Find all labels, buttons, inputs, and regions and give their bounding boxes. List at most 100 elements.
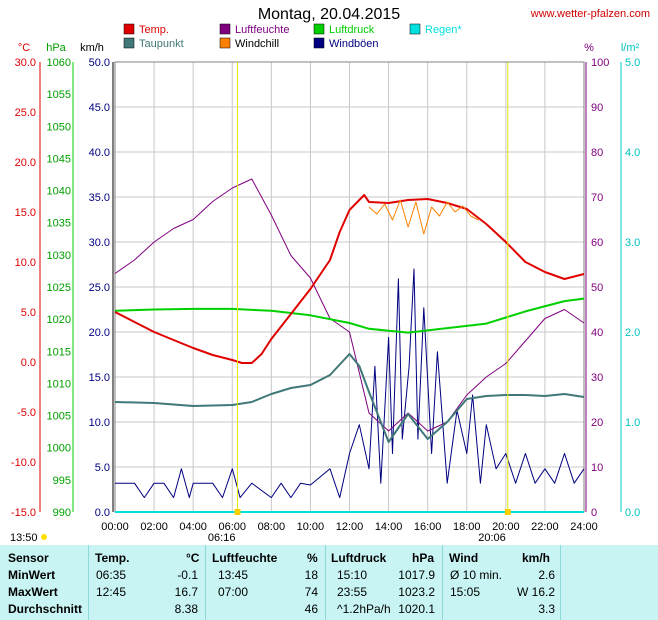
- time-tick-label: 24:00: [570, 521, 598, 533]
- humidity-tick-label: 60: [591, 237, 603, 249]
- humidity-tick-label: 80: [591, 147, 603, 159]
- table-cell-t-val: 8.38: [174, 602, 198, 616]
- pressure-tick-label: 1020: [47, 314, 71, 326]
- pressure-tick-label: 1050: [47, 121, 71, 133]
- pressure-tick-label: 1030: [47, 250, 71, 262]
- rain-tick-label: 0.0: [625, 507, 640, 519]
- time-tick-label: 16:00: [414, 521, 442, 533]
- pressure-tick-label: 1055: [47, 89, 71, 101]
- legend-label: Taupunkt: [139, 38, 184, 50]
- humidity-tick-label: 10: [591, 462, 603, 474]
- moon-icon: [41, 534, 47, 540]
- legend-swatch: [123, 37, 135, 49]
- table-cell-w-val: 2.6: [538, 568, 555, 582]
- pressure-tick-label: 1045: [47, 153, 71, 165]
- pressure-tick-label: 1060: [47, 57, 71, 69]
- table-divider: [88, 545, 89, 620]
- temp-tick-label: 0.0: [21, 357, 36, 369]
- header-sensor: Sensor: [8, 551, 49, 565]
- pressure-tick-label: 1040: [47, 186, 71, 198]
- table-cell-h-val: 74: [304, 585, 318, 599]
- time-tick-label: 04:00: [179, 521, 207, 533]
- rain-tick-label: 5.0: [625, 57, 640, 69]
- legend-label: Regen*: [425, 24, 462, 36]
- time-tick-label: 20:00: [492, 521, 520, 533]
- rain-tick-label: 1.0: [625, 417, 640, 429]
- temp-tick-label: -5.0: [17, 407, 36, 419]
- temp-tick-label: 15.0: [15, 207, 36, 219]
- temp-tick-label: 10.0: [15, 257, 36, 269]
- humidity-tick-label: 70: [591, 192, 603, 204]
- humidity-tick-label: 90: [591, 102, 603, 114]
- time-tick-label: 00:00: [101, 521, 129, 533]
- header-pressure: Luftdruck: [331, 551, 387, 565]
- sunrise-marker: [234, 509, 241, 515]
- time-tick-label: 14:00: [375, 521, 403, 533]
- rain-tick-label: 4.0: [625, 147, 640, 159]
- table-cell-t-val: -0.1: [177, 568, 198, 582]
- legend-label: Luftfeuchte: [235, 24, 289, 36]
- time-tick-label: 12:00: [336, 521, 364, 533]
- table-cell-p-time: 15:10: [337, 568, 368, 582]
- rain-tick-label: 2.0: [625, 327, 640, 339]
- sunset-marker: [504, 509, 511, 515]
- time-tick-label: 18:00: [453, 521, 481, 533]
- time-tick-label: 08:00: [258, 521, 286, 533]
- header-pressure-unit: hPa: [412, 551, 435, 565]
- humidity-tick-label: 50: [591, 282, 603, 294]
- pressure-tick-label: 1000: [47, 443, 71, 455]
- time-tick-label: 02:00: [140, 521, 168, 533]
- header-temp: Temp.: [95, 551, 130, 565]
- series-line: [114, 178, 585, 432]
- series-line: [115, 268, 585, 499]
- table-cell-label: MaxWert: [8, 585, 58, 599]
- humidity-unit-label: %: [584, 42, 594, 54]
- header-humidity: Luftfeuchte: [212, 551, 278, 565]
- table-cell-t-time: 06:35: [96, 568, 127, 582]
- temp-tick-label: 20.0: [15, 157, 36, 169]
- header-humidity-unit: %: [307, 551, 318, 565]
- wind-tick-label: 50.0: [89, 57, 110, 69]
- table-divider: [442, 545, 443, 620]
- pressure-tick-label: 995: [53, 475, 71, 487]
- series-line: [114, 297, 585, 334]
- table-cell-h-time: 07:00: [218, 585, 249, 599]
- legend-swatch: [219, 23, 231, 35]
- temp-tick-label: -15.0: [11, 507, 36, 519]
- wind-tick-label: 40.0: [89, 147, 110, 159]
- temp-unit-label: °C: [18, 42, 30, 54]
- pressure-unit-label: hPa: [46, 42, 66, 54]
- stats-table: Sensor Temp. °C Luftfeuchte % Luftdruck …: [0, 545, 658, 620]
- table-divider: [205, 545, 206, 620]
- rain-tick-label: 3.0: [625, 237, 640, 249]
- humidity-tick-label: 100: [591, 57, 609, 69]
- moon-time-label: 13:50: [10, 532, 38, 544]
- wind-tick-label: 15.0: [89, 372, 110, 384]
- sunset-time-label: 20:06: [478, 532, 506, 544]
- wind-tick-label: 35.0: [89, 192, 110, 204]
- time-tick-label: 06:00: [218, 521, 246, 533]
- pressure-tick-label: 1010: [47, 378, 71, 390]
- series-line: [114, 194, 585, 364]
- time-tick-label: 10:00: [297, 521, 325, 533]
- rain-unit-label: l/m²: [621, 42, 640, 54]
- humidity-tick-label: 40: [591, 327, 603, 339]
- table-cell-p-time: 23:55: [337, 585, 368, 599]
- table-cell-p-val: 1023.2: [398, 585, 435, 599]
- wind-unit-label: km/h: [80, 42, 104, 54]
- wind-tick-label: 0.0: [95, 507, 110, 519]
- table-cell-p-time: ^1.2hPa/h: [337, 602, 391, 616]
- site-link[interactable]: www.wetter-pfalzen.com: [530, 8, 650, 20]
- humidity-tick-label: 30: [591, 372, 603, 384]
- temp-tick-label: -10.0: [11, 457, 36, 469]
- table-cell-w-val: 3.3: [538, 602, 555, 616]
- table-cell-w-label: 15:05: [450, 585, 481, 599]
- legend-swatch: [313, 37, 325, 49]
- wind-tick-label: 30.0: [89, 237, 110, 249]
- table-divider: [325, 545, 326, 620]
- pressure-tick-label: 990: [53, 507, 71, 519]
- legend-swatch: [409, 23, 421, 35]
- weather-chart: °C hPa km/h% l/m² 30.0 25.0 20.0 15.0 10.0 5.0 0.0…: [10, 23, 640, 544]
- legend-swatch: [313, 23, 325, 35]
- temp-tick-label: 25.0: [15, 107, 36, 119]
